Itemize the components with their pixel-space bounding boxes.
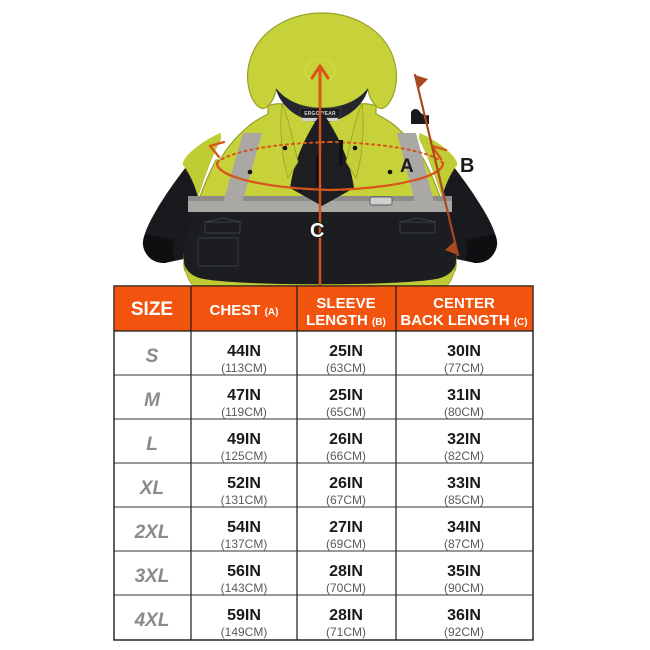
svg-text:XL: XL [139, 478, 164, 499]
svg-text:(71CM): (71CM) [326, 625, 366, 639]
svg-text:(149CM): (149CM) [221, 625, 268, 639]
svg-text:SLEEVE: SLEEVE [316, 295, 375, 312]
svg-text:(80CM): (80CM) [444, 405, 484, 419]
svg-text:34IN: 34IN [447, 519, 481, 536]
svg-text:36IN: 36IN [447, 607, 481, 624]
svg-text:3XL: 3XL [135, 566, 170, 587]
svg-text:C: C [310, 220, 324, 242]
svg-text:CENTER: CENTER [433, 295, 495, 312]
svg-text:L: L [146, 434, 158, 455]
svg-text:56IN: 56IN [227, 563, 261, 580]
svg-text:25IN: 25IN [329, 387, 363, 404]
svg-text:(87CM): (87CM) [444, 537, 484, 551]
svg-text:44IN: 44IN [227, 343, 261, 360]
svg-text:(63CM): (63CM) [326, 361, 366, 375]
svg-text:59IN: 59IN [227, 607, 261, 624]
svg-text:(90CM): (90CM) [444, 581, 484, 595]
svg-text:(70CM): (70CM) [326, 581, 366, 595]
svg-text:28IN: 28IN [329, 607, 363, 624]
svg-text:(92CM): (92CM) [444, 625, 484, 639]
svg-text:(82CM): (82CM) [444, 449, 484, 463]
svg-text:54IN: 54IN [227, 519, 261, 536]
svg-text:M: M [144, 390, 161, 411]
svg-text:B: B [460, 155, 474, 177]
svg-text:31IN: 31IN [447, 387, 481, 404]
svg-text:(69CM): (69CM) [326, 537, 366, 551]
svg-text:49IN: 49IN [227, 431, 261, 448]
svg-text:S: S [146, 346, 159, 367]
svg-text:(131CM): (131CM) [221, 493, 268, 507]
svg-text:26IN: 26IN [329, 431, 363, 448]
svg-text:(67CM): (67CM) [326, 493, 366, 507]
svg-text:(65CM): (65CM) [326, 405, 366, 419]
svg-text:33IN: 33IN [447, 475, 481, 492]
svg-text:35IN: 35IN [447, 563, 481, 580]
svg-text:(143CM): (143CM) [221, 581, 268, 595]
svg-text:(137CM): (137CM) [221, 537, 268, 551]
svg-text:25IN: 25IN [329, 343, 363, 360]
svg-text:A: A [400, 156, 414, 177]
svg-text:52IN: 52IN [227, 475, 261, 492]
svg-text:(66CM): (66CM) [326, 449, 366, 463]
svg-text:BACK LENGTH (C): BACK LENGTH (C) [400, 312, 527, 329]
svg-text:32IN: 32IN [447, 431, 481, 448]
svg-text:28IN: 28IN [329, 563, 363, 580]
svg-text:47IN: 47IN [227, 387, 261, 404]
svg-text:27IN: 27IN [329, 519, 363, 536]
svg-text:26IN: 26IN [329, 475, 363, 492]
svg-text:(125CM): (125CM) [221, 449, 268, 463]
svg-text:(85CM): (85CM) [444, 493, 484, 507]
svg-text:(119CM): (119CM) [221, 405, 267, 419]
svg-text:(113CM): (113CM) [221, 361, 267, 375]
svg-text:(77CM): (77CM) [444, 361, 484, 375]
svg-text:30IN: 30IN [447, 343, 481, 360]
svg-text:2XL: 2XL [134, 522, 170, 543]
svg-text:SIZE: SIZE [131, 299, 173, 320]
svg-text:4XL: 4XL [134, 610, 170, 631]
